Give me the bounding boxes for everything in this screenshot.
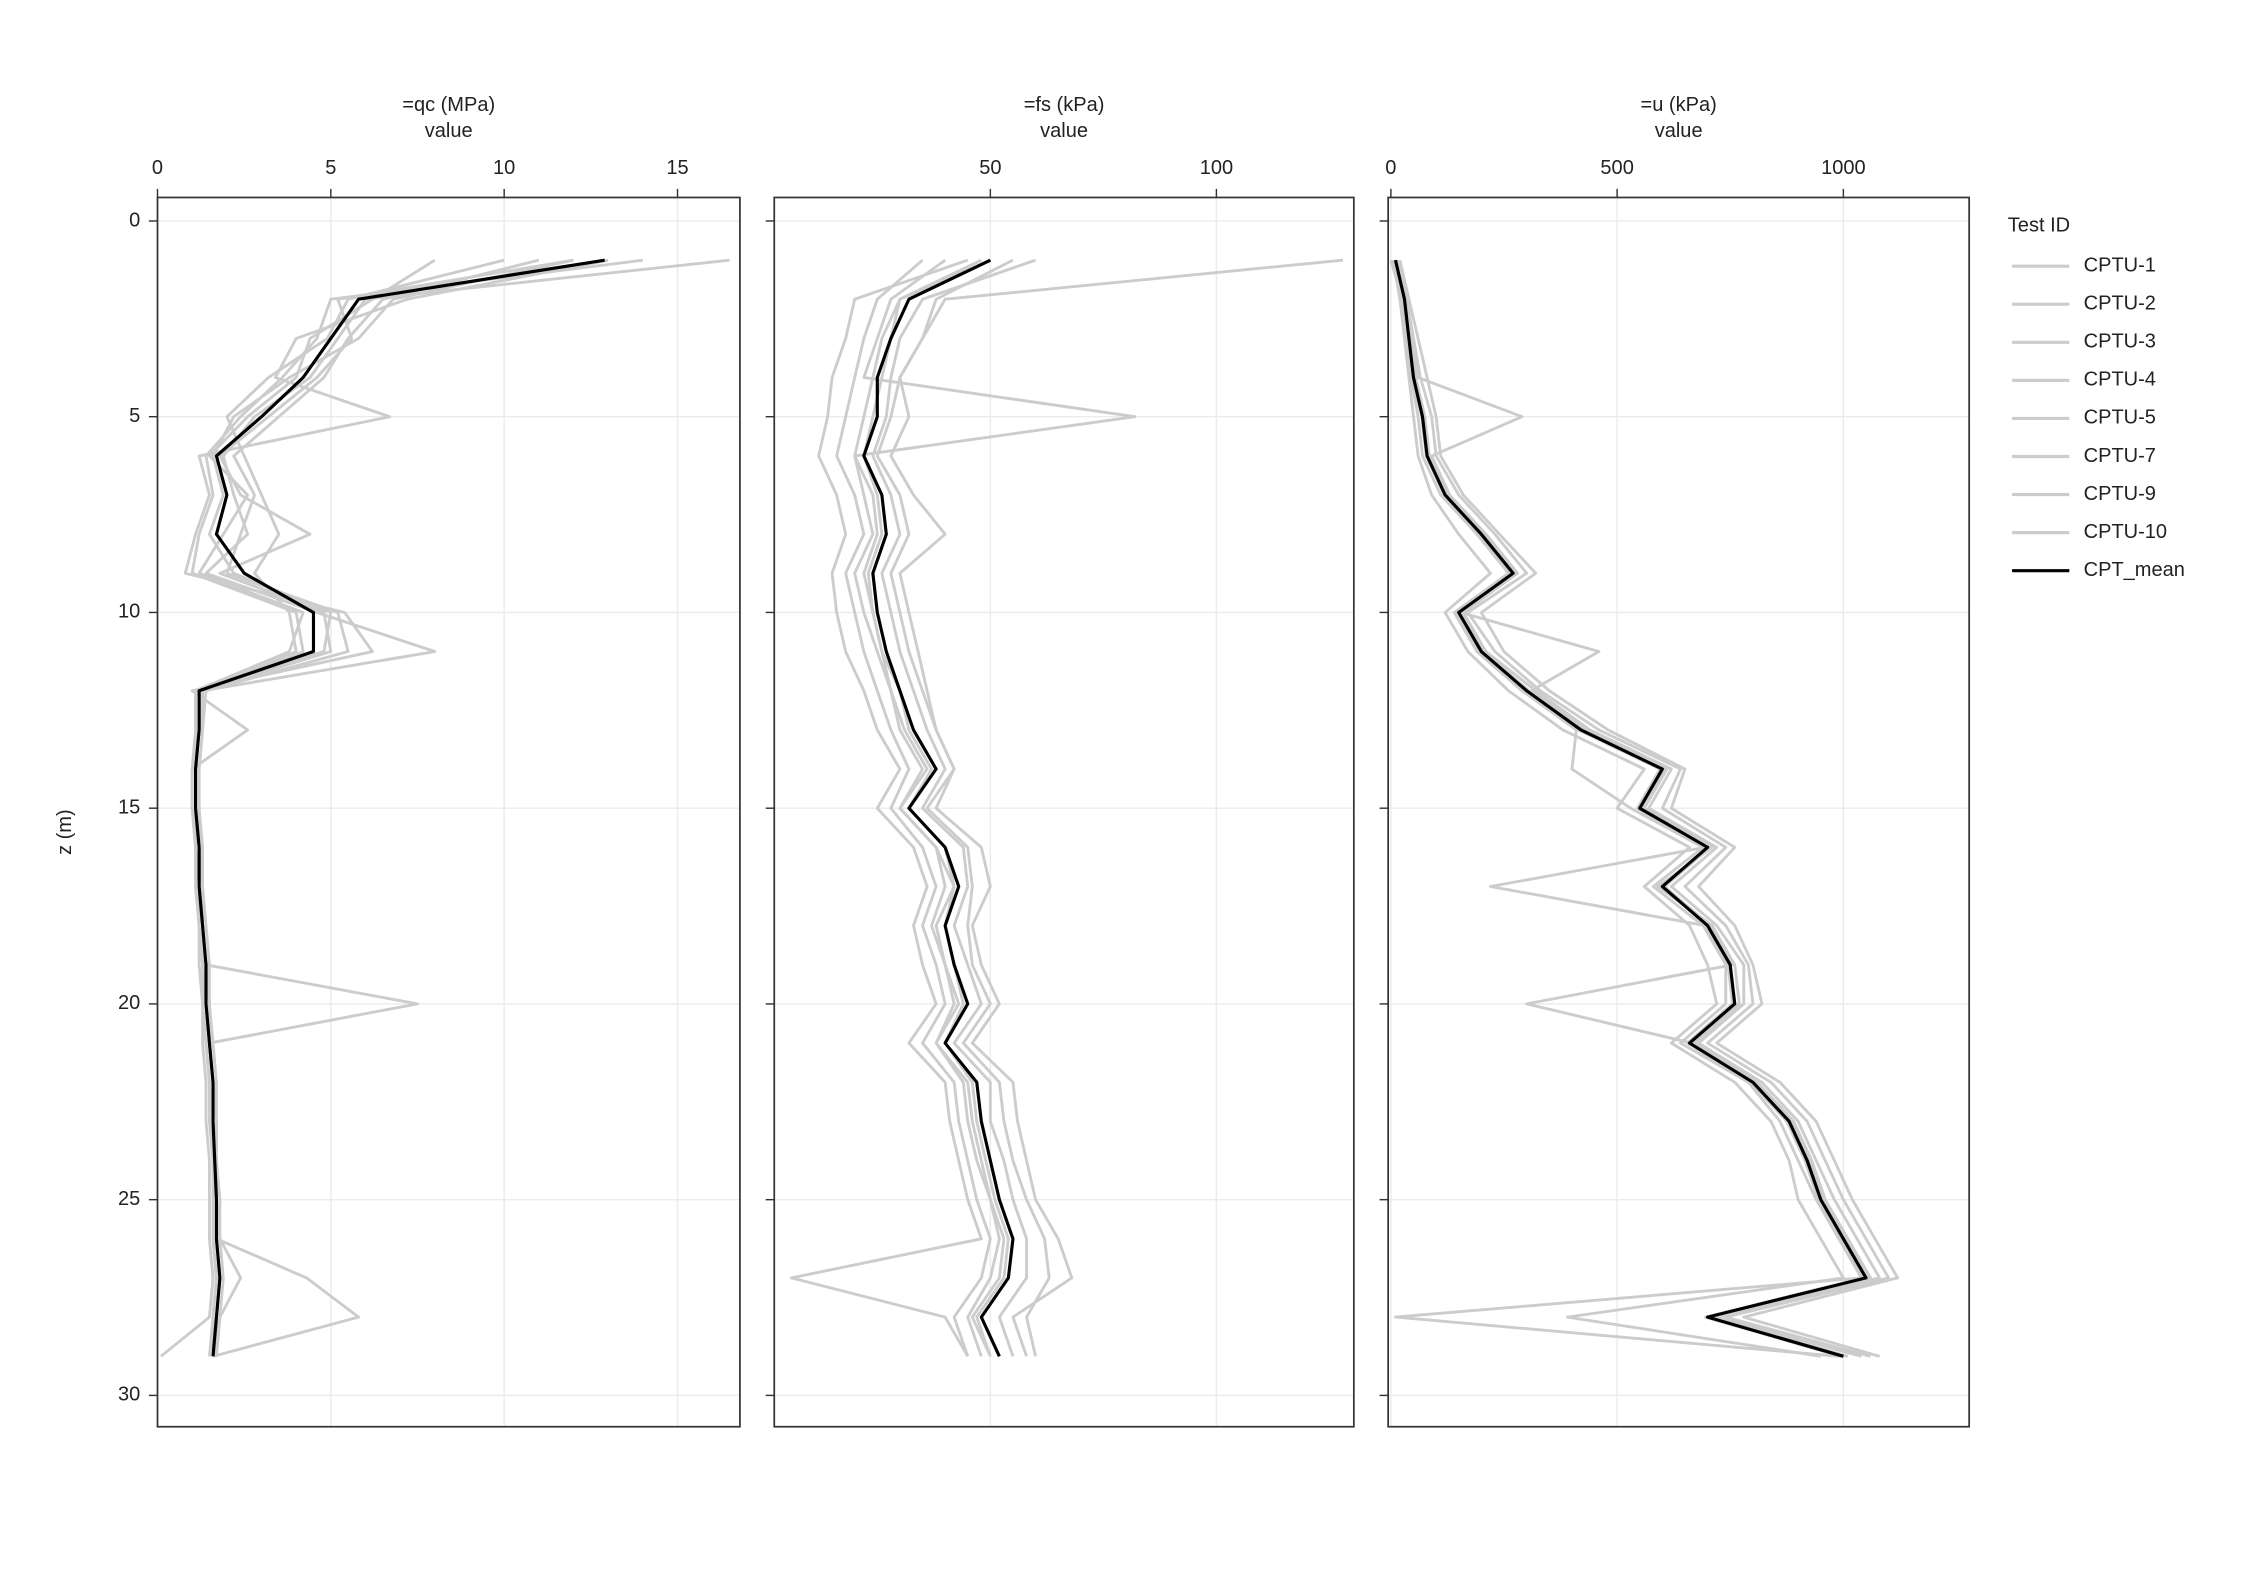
series-line (1393, 259, 1868, 1358)
legend-label: CPTU-7 (2084, 445, 2156, 467)
legend-label: CPTU-4 (2084, 369, 2156, 391)
x-tick-label: 1000 (1821, 157, 1866, 179)
x-tick-label: 100 (1200, 157, 1233, 179)
x-tick-label: 10 (493, 157, 515, 179)
series-line (1389, 259, 1863, 1358)
legend-label: CPTU-9 (2084, 483, 2156, 505)
y-tick-label: 15 (118, 796, 140, 818)
y-tick-label: 10 (118, 601, 140, 623)
legend-label: CPTU-3 (2084, 331, 2156, 353)
legend-label: CPTU-1 (2084, 254, 2156, 276)
x-axis-label: value (425, 120, 473, 142)
panel-title: =u (kPa) (1641, 94, 1717, 116)
legend-label: CPTU-5 (2084, 407, 2156, 429)
plot-background (157, 197, 740, 1427)
y-tick-label: 5 (129, 405, 140, 427)
panel-title: =fs (kPa) (1024, 94, 1105, 116)
y-tick-label: 30 (118, 1384, 140, 1406)
x-tick-label: 50 (979, 157, 1001, 179)
series-line (1394, 259, 1891, 1358)
y-axis-label: z (m) (54, 809, 76, 855)
plot-background (774, 197, 1354, 1427)
series-line (835, 259, 992, 1357)
x-tick-label: 0 (152, 157, 163, 179)
series-line (1394, 259, 1882, 1358)
legend-label: CPT_mean (2084, 559, 2185, 581)
y-tick-label: 0 (129, 209, 140, 231)
legend-label: CPTU-2 (2084, 293, 2156, 315)
plot-frame (773, 196, 1355, 1428)
series-line (853, 258, 1006, 1357)
legend-title: Test ID (2008, 214, 2070, 236)
plot-frame (1387, 196, 1971, 1428)
series-line (193, 258, 605, 1357)
series-line (160, 258, 609, 1358)
legend-label: CPTU-10 (2084, 521, 2167, 543)
y-tick-label: 20 (118, 992, 140, 1014)
series-line (1391, 259, 1845, 1358)
series-line (790, 258, 983, 1358)
x-tick-label: 5 (325, 157, 336, 179)
x-tick-label: 500 (1600, 157, 1633, 179)
x-axis-label: value (1040, 120, 1088, 142)
series-line (1398, 259, 1900, 1358)
x-axis-label: value (1655, 120, 1703, 142)
panel-title: =qc (MPa) (402, 94, 495, 116)
x-tick-label: 15 (666, 157, 688, 179)
x-tick-label: 0 (1385, 157, 1396, 179)
plot-frame (156, 196, 741, 1428)
series-line (862, 258, 1015, 1357)
series-line (871, 258, 1037, 1357)
y-tick-label: 25 (118, 1188, 140, 1210)
series-line (875, 258, 1344, 1357)
series-line (889, 258, 1074, 1357)
